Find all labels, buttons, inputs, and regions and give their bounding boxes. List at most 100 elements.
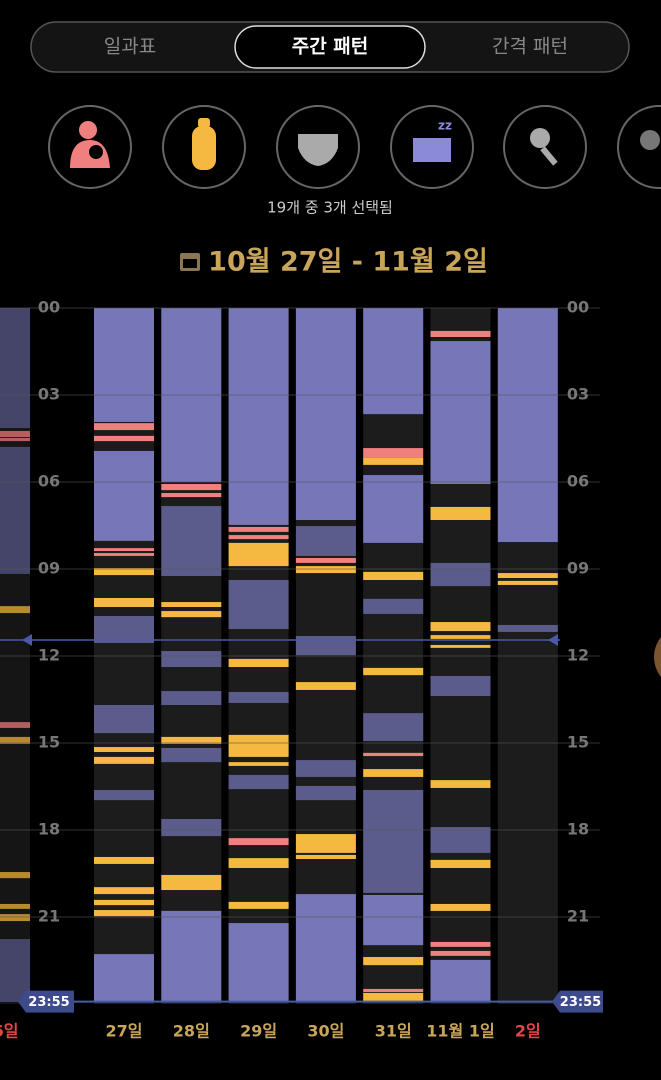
- y-tick-label: 15: [567, 733, 589, 752]
- event-block: [497, 308, 558, 543]
- event-block: [94, 553, 154, 556]
- floating-button[interactable]: [654, 625, 661, 689]
- calendar-icon: [180, 253, 200, 271]
- icon-diaper[interactable]: [276, 105, 360, 189]
- event-block: [0, 430, 30, 438]
- event-block: [0, 606, 30, 614]
- event-block: [94, 954, 154, 1002]
- event-block: [161, 747, 222, 763]
- event-block: [295, 760, 356, 777]
- event-block: [363, 769, 424, 777]
- event-block: [363, 894, 424, 946]
- icon-more[interactable]: [617, 105, 661, 189]
- event-block: [94, 705, 154, 734]
- event-block: [94, 899, 154, 906]
- icon-play[interactable]: [503, 105, 587, 189]
- current-time-label: 23:55: [28, 995, 69, 1010]
- tab[interactable]: 간격 패턴: [492, 36, 568, 58]
- svg-text:zz: zz: [438, 119, 452, 133]
- event-block: [363, 957, 424, 966]
- event-block: [295, 785, 356, 801]
- icon-glyphs: zz: [70, 118, 660, 170]
- event-block: [430, 859, 491, 868]
- event-block: [0, 736, 30, 744]
- event-block: [497, 573, 558, 578]
- event-block: [94, 887, 154, 895]
- day-label: 29일: [240, 1022, 277, 1041]
- event-block: [161, 691, 222, 706]
- event-block: [0, 914, 30, 922]
- y-tick-label: 03: [38, 385, 60, 404]
- event-block: [228, 923, 289, 1002]
- y-tick-label: 03: [567, 385, 589, 404]
- day-label: 28일: [173, 1022, 210, 1041]
- event-block: [161, 910, 222, 1002]
- event-block: [228, 901, 289, 909]
- filter-summary: 19개 중 3개 선택됨: [267, 199, 393, 217]
- event-block: [94, 435, 154, 442]
- event-block: [295, 526, 356, 556]
- event-block: [228, 762, 289, 766]
- y-tick-label: 09: [567, 559, 589, 578]
- event-block: [228, 658, 289, 668]
- filter-icons: [48, 105, 661, 189]
- event-block: [430, 330, 491, 337]
- event-block: [94, 856, 154, 864]
- event-block: [363, 598, 424, 614]
- event-block: [363, 571, 424, 581]
- date-range[interactable]: 10월 27일 - 11월 2일: [208, 247, 488, 278]
- event-block: [0, 939, 30, 1002]
- event-block: [295, 894, 356, 1002]
- event-block: [228, 691, 289, 703]
- tab[interactable]: 주간 패턴: [292, 36, 369, 58]
- event-block: [161, 484, 222, 491]
- icon-nursing[interactable]: [48, 105, 132, 189]
- event-block: [430, 827, 491, 853]
- y-tick-label: 12: [38, 646, 60, 665]
- icon-sleep[interactable]: [390, 105, 474, 189]
- event-block: [430, 959, 491, 1002]
- event-block: [94, 423, 154, 431]
- event-block: [430, 780, 491, 788]
- event-block: [94, 450, 154, 541]
- event-block: [363, 752, 424, 757]
- selected-tab: [234, 25, 426, 69]
- event-block: [363, 667, 424, 676]
- y-tick-label: 12: [567, 646, 589, 665]
- event-block: [228, 774, 289, 790]
- y-tick-label: 18: [38, 820, 60, 839]
- tab[interactable]: 일과표: [104, 36, 156, 58]
- event-block: [0, 903, 30, 909]
- event-block: [161, 506, 222, 576]
- event-block: [228, 858, 289, 868]
- y-tick-label: 18: [567, 820, 589, 839]
- event-block: [161, 874, 222, 891]
- icon-bottle[interactable]: [162, 105, 246, 189]
- event-block: [363, 713, 424, 741]
- event-block: [228, 526, 289, 532]
- event-block: [161, 818, 222, 837]
- event-block: [94, 910, 154, 917]
- event-block: [228, 580, 289, 630]
- event-block: [94, 308, 154, 422]
- event-block: [161, 611, 222, 618]
- event-block: [497, 580, 558, 585]
- event-block: [228, 542, 289, 567]
- event-block: [0, 872, 30, 879]
- event-block: [0, 446, 30, 574]
- reference-marker: [22, 634, 32, 647]
- y-tick-label: 21: [38, 907, 60, 926]
- event-block: [363, 308, 424, 415]
- event-block: [0, 437, 30, 442]
- event-block: [161, 651, 222, 668]
- event-block: [430, 506, 491, 520]
- event-block: [363, 475, 424, 543]
- event-block: [430, 622, 491, 632]
- event-block: [228, 308, 289, 525]
- event-block: [161, 602, 222, 607]
- event-block: [295, 854, 356, 859]
- reference-marker: [548, 634, 558, 647]
- event-block: [94, 548, 154, 552]
- day-label: 26일: [0, 1022, 19, 1041]
- event-block: [295, 557, 356, 563]
